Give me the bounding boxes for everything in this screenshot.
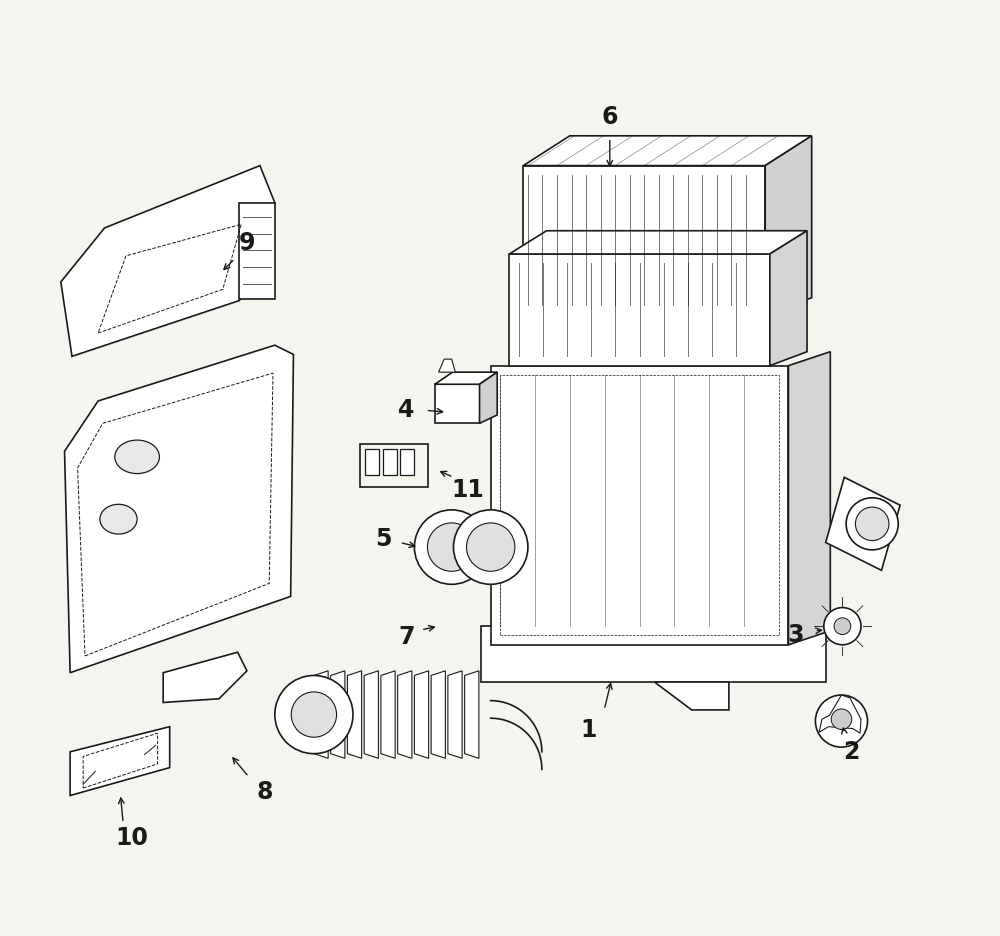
Text: 3: 3: [788, 622, 804, 647]
Polygon shape: [819, 695, 861, 733]
Circle shape: [275, 676, 353, 753]
Polygon shape: [435, 373, 497, 385]
Text: 11: 11: [451, 478, 484, 503]
Text: 4: 4: [398, 399, 414, 422]
Circle shape: [291, 692, 337, 738]
Text: 7: 7: [399, 625, 415, 650]
Polygon shape: [491, 366, 788, 645]
Text: 10: 10: [115, 826, 148, 850]
Polygon shape: [383, 449, 397, 475]
Polygon shape: [523, 136, 812, 166]
Polygon shape: [414, 671, 429, 758]
Polygon shape: [398, 671, 412, 758]
Polygon shape: [465, 671, 479, 758]
Text: 8: 8: [256, 780, 273, 804]
Polygon shape: [65, 345, 293, 673]
Polygon shape: [400, 449, 414, 475]
Polygon shape: [435, 385, 480, 423]
Polygon shape: [439, 359, 455, 373]
Polygon shape: [431, 671, 445, 758]
Circle shape: [815, 695, 868, 747]
Text: 9: 9: [239, 231, 255, 255]
Polygon shape: [509, 231, 807, 254]
Text: 2: 2: [844, 739, 860, 764]
Polygon shape: [654, 682, 729, 709]
Polygon shape: [765, 136, 812, 314]
Ellipse shape: [100, 505, 137, 534]
Circle shape: [834, 618, 851, 635]
Polygon shape: [365, 449, 379, 475]
Circle shape: [453, 510, 528, 584]
Polygon shape: [347, 671, 362, 758]
Circle shape: [846, 498, 898, 549]
Ellipse shape: [115, 440, 159, 474]
Polygon shape: [826, 477, 900, 570]
Polygon shape: [788, 352, 830, 645]
Polygon shape: [331, 671, 345, 758]
Polygon shape: [70, 726, 170, 796]
Polygon shape: [314, 671, 328, 758]
Circle shape: [427, 523, 476, 571]
Text: 1: 1: [580, 719, 597, 742]
Polygon shape: [481, 626, 826, 682]
Polygon shape: [239, 203, 275, 299]
Circle shape: [824, 607, 861, 645]
Polygon shape: [770, 231, 807, 366]
Text: 5: 5: [375, 527, 392, 550]
Polygon shape: [523, 166, 765, 314]
Circle shape: [467, 523, 515, 571]
Polygon shape: [163, 652, 247, 703]
Text: 6: 6: [602, 105, 618, 129]
Polygon shape: [61, 166, 275, 357]
Circle shape: [831, 709, 852, 729]
Polygon shape: [381, 671, 395, 758]
Polygon shape: [448, 671, 462, 758]
Polygon shape: [364, 671, 378, 758]
Polygon shape: [509, 254, 770, 366]
Circle shape: [855, 507, 889, 541]
Circle shape: [414, 510, 489, 584]
Polygon shape: [480, 373, 497, 423]
